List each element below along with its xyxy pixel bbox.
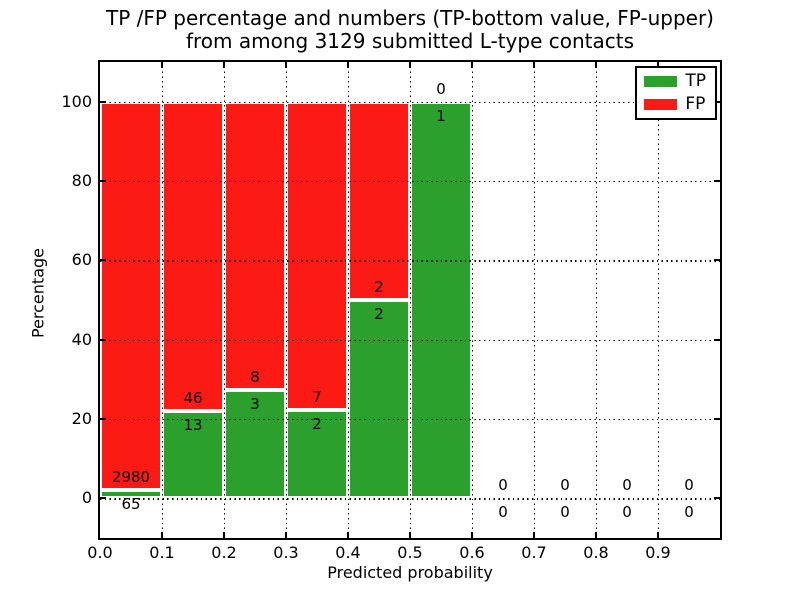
bar-tp-segment — [348, 300, 410, 499]
y-tick-mark-right — [714, 100, 720, 103]
x-tick-mark-bottom — [223, 532, 225, 538]
fp-count-label: 7 — [312, 388, 322, 407]
y-tick-mark-left — [100, 259, 106, 262]
tp-count-label: 0 — [560, 503, 570, 522]
x-tick-mark-bottom — [595, 532, 597, 538]
y-tick-mark-left — [100, 100, 106, 103]
gridline-vertical — [348, 62, 350, 538]
fp-count-label: 0 — [436, 79, 446, 98]
y-tick-mark-right — [714, 497, 720, 500]
legend-label-tp: TP — [685, 71, 706, 91]
fp-count-label: 0 — [622, 476, 632, 495]
tp-count-label: 13 — [183, 415, 203, 434]
y-tick-mark-right — [714, 180, 720, 182]
fp-count-label: 8 — [250, 368, 260, 387]
tp-count-label: 2 — [374, 305, 384, 323]
x-tick-mark-top — [595, 62, 597, 68]
bar-tp-segment — [100, 489, 162, 499]
x-tick-label: 0.1 — [149, 543, 175, 562]
fp-count-label: 2980 — [111, 467, 151, 486]
x-tick-mark-bottom — [409, 532, 411, 538]
x-tick-label: 0.8 — [583, 543, 609, 562]
y-tick-mark-right — [714, 338, 720, 341]
y-tick-label: 80 — [71, 171, 92, 190]
fp-count-label: 0 — [684, 476, 694, 495]
chart-title-line2: from among 3129 submitted L-type contact… — [185, 29, 635, 53]
y-tick-mark-left — [100, 497, 106, 500]
gridline-vertical — [472, 62, 474, 538]
y-tick-mark-left — [100, 338, 106, 341]
tp-count-label: 65 — [121, 494, 141, 513]
x-tick-mark-bottom — [285, 532, 287, 538]
bar-fp-segment — [224, 101, 286, 391]
y-tick-mark-left — [100, 418, 106, 420]
gridline-vertical — [658, 62, 660, 538]
x-tick-mark-bottom — [533, 532, 535, 538]
tp-count-label: 0 — [684, 503, 694, 522]
x-tick-label: 0.3 — [273, 543, 299, 562]
x-tick-label: 0.0 — [87, 543, 113, 562]
x-tick-mark-bottom — [161, 532, 163, 538]
x-tick-mark-bottom — [657, 532, 659, 538]
legend-swatch-fp — [644, 99, 678, 110]
legend-swatch-tp — [644, 76, 678, 87]
bar-fp-segment — [100, 101, 162, 490]
x-tick-mark-bottom — [471, 532, 473, 538]
tp-count-label: 1 — [436, 106, 446, 125]
x-tick-mark-top — [471, 62, 473, 68]
bar-tp-segment — [162, 410, 224, 499]
fp-count-label: 46 — [183, 388, 203, 407]
gridline-vertical — [224, 62, 226, 538]
x-tick-label: 0.9 — [645, 543, 671, 562]
x-tick-mark-top — [657, 62, 659, 68]
y-tick-mark-left — [100, 180, 106, 182]
bar-tp-segment — [410, 101, 472, 499]
x-tick-mark-top — [285, 62, 287, 68]
gridline-vertical — [596, 62, 598, 538]
x-tick-mark-top — [223, 62, 225, 68]
x-tick-label: 0.7 — [521, 543, 547, 562]
bar-fp-segment — [162, 101, 224, 411]
bar-fp-segment — [348, 101, 410, 300]
bar-tp-segment — [286, 410, 348, 499]
x-tick-mark-top — [409, 62, 411, 68]
x-tick-label: 0.5 — [397, 543, 423, 562]
gridline-vertical — [162, 62, 164, 538]
x-tick-mark-bottom — [347, 532, 349, 538]
legend-item-fp: FP — [644, 96, 706, 113]
x-tick-label: 0.6 — [459, 543, 485, 562]
x-tick-mark-top — [161, 62, 163, 68]
y-tick-label: 100 — [61, 91, 92, 111]
fp-count-label: 0 — [498, 476, 508, 495]
y-tick-mark-right — [714, 259, 720, 262]
legend-label-fp: FP — [685, 94, 706, 114]
x-tick-mark-top — [533, 62, 535, 68]
chart-title: TP /FP percentage and numbers (TP-bottom… — [100, 7, 720, 53]
tp-count-label: 2 — [312, 415, 322, 434]
y-tick-label: 0 — [81, 488, 92, 508]
gridline-vertical — [286, 62, 288, 538]
tp-count-label: 0 — [498, 503, 508, 522]
x-tick-label: 0.2 — [211, 543, 237, 562]
plot-canvas: 2980 65 46 13 8 3 7 2 2 2 0 1 0 0 0 0 0 0 0 0 — [100, 62, 720, 538]
fp-count-label: 0 — [560, 476, 570, 495]
x-tick-mark-top — [347, 62, 349, 68]
x-tick-label: 0.4 — [335, 543, 361, 562]
legend: TP FP — [635, 66, 717, 120]
tp-count-label: 0 — [622, 503, 632, 522]
y-tick-mark-right — [714, 418, 720, 420]
plot-area: 2980 65 46 13 8 3 7 2 2 2 0 1 0 0 0 0 0 0 0 0 TP FP — [98, 60, 722, 540]
y-tick-label: 60 — [71, 250, 92, 270]
gridline-vertical — [410, 62, 412, 538]
chart-title-line1: TP /FP percentage and numbers (TP-bottom… — [106, 6, 714, 30]
y-tick-label: 40 — [71, 329, 92, 349]
bar-fp-segment — [286, 101, 348, 411]
legend-item-tp: TP — [644, 73, 706, 90]
gridline-vertical — [534, 62, 536, 538]
tp-count-label: 3 — [250, 395, 260, 414]
y-tick-label: 20 — [71, 409, 92, 428]
x-axis-label: Predicted probability — [327, 563, 493, 582]
fp-count-label: 2 — [374, 278, 384, 296]
